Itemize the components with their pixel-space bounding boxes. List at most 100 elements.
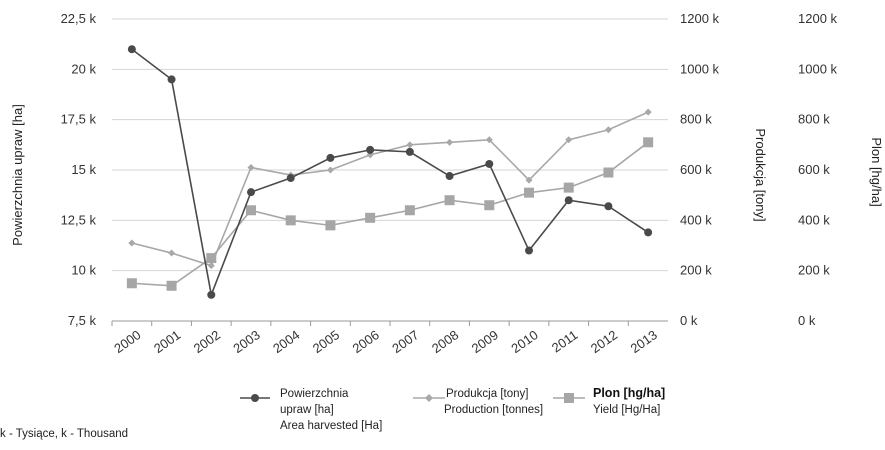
x-tick-label: 2010 (508, 327, 540, 356)
data-point-diamond (485, 136, 493, 144)
right-tick-label-production: 800 k (680, 112, 712, 127)
footnote: k - Tysiące, k - Thousand (0, 428, 129, 440)
data-point-diamond (604, 126, 612, 134)
legend-marker-circle (251, 394, 259, 402)
series-layer (126, 45, 654, 299)
x-tick-label: 2008 (429, 327, 461, 356)
right-tick-label-production: 1000 k (680, 61, 720, 76)
x-tick-label: 2004 (270, 327, 302, 356)
data-point-square (365, 212, 376, 223)
legend-marker-square (564, 393, 574, 403)
data-point-circle (286, 174, 295, 183)
series-square (126, 137, 654, 291)
data-point-square (404, 205, 415, 216)
left-tick-label: 20 k (71, 61, 96, 76)
legend-item-production: Produkcja [tony] Production [tonnes] (413, 388, 543, 416)
legend-label-area-2: upraw [ha] (280, 404, 334, 416)
data-point-diamond (168, 249, 176, 257)
legend-label-production-1: Produkcja [tony] (446, 388, 528, 400)
x-tick-label: 2013 (628, 327, 660, 356)
series-line (131, 48, 649, 298)
data-point-diamond (207, 262, 215, 270)
x-tick-label: 2005 (310, 327, 342, 356)
right-tick-label-yield: 1000 k (798, 61, 838, 76)
data-point-square (126, 278, 137, 289)
right-tick-label-production: 600 k (680, 162, 712, 177)
data-point-diamond (326, 166, 334, 174)
data-point-circle (644, 228, 653, 237)
data-point-diamond (128, 239, 136, 247)
data-point-square (246, 205, 256, 216)
data-point-circle (127, 45, 136, 54)
data-point-square (166, 280, 177, 291)
x-tick-label: 2003 (230, 327, 262, 356)
legend-item-area: Powierzchnia upraw [ha] Area harvested [… (240, 388, 382, 432)
right-tick-label-production: 200 k (680, 263, 712, 278)
data-point-square (444, 195, 455, 206)
right-axis-production-ticks: 0 k 200 k 400 k 600 k 800 k 1000 k 1200 k (680, 11, 720, 328)
left-tick-label: 15 k (71, 162, 96, 177)
left-axis-title: Powierzchnia upraw [ha] (10, 104, 25, 246)
right-axis-yield-title: Plon [hg/ha] (869, 137, 884, 206)
right-tick-label-yield: 0 k (798, 313, 816, 328)
x-tick-label: 2007 (389, 327, 421, 356)
data-point-circle (247, 188, 255, 197)
right-tick-label-production: 0 k (680, 313, 698, 328)
series-line (131, 141, 649, 287)
left-tick-label: 12,5 k (61, 212, 97, 227)
series-diamond (128, 108, 652, 270)
left-tick-label: 17,5 k (61, 112, 97, 127)
left-tick-label: 22,5 k (61, 11, 97, 26)
legend: Powierzchnia upraw [ha] Area harvested [… (240, 386, 665, 432)
data-point-circle (604, 202, 613, 211)
legend-marker-diamond (425, 394, 433, 402)
data-point-diamond (565, 136, 573, 144)
data-point-circle (445, 172, 454, 181)
data-point-square (563, 182, 574, 193)
data-point-circle (405, 147, 414, 156)
data-point-square (603, 167, 614, 178)
data-point-square (206, 253, 217, 264)
right-axis-yield-ticks: 0 k 200 k 400 k 600 k 800 k 1000 k 1200 k (798, 11, 838, 328)
legend-item-yield: Plon [hg/ha] Yield [Hg/Ha] (553, 386, 665, 416)
data-point-circle (326, 153, 335, 162)
right-tick-label-yield: 800 k (798, 112, 830, 127)
data-point-square (484, 200, 495, 211)
series-circle (127, 45, 653, 299)
x-tick-label: 2009 (469, 327, 501, 356)
x-tick-label: 2012 (588, 327, 620, 356)
legend-label-area-3: Area harvested [Ha] (280, 420, 382, 432)
legend-label-area-1: Powierzchnia (280, 388, 349, 400)
legend-label-production-2: Production [tonnes] (444, 404, 543, 416)
data-point-diamond (406, 141, 414, 149)
data-point-diamond (525, 176, 533, 184)
data-point-diamond (446, 138, 454, 146)
data-point-square (325, 220, 336, 231)
right-tick-label-production: 1200 k (680, 11, 720, 26)
data-point-circle (366, 145, 375, 154)
legend-label-yield-1: Plon [hg/ha] (593, 386, 665, 400)
right-tick-label-yield: 200 k (798, 263, 830, 278)
x-tick-label: 2002 (191, 327, 223, 356)
right-tick-label-yield: 400 k (798, 212, 830, 227)
x-tick-label: 2000 (111, 327, 143, 356)
left-tick-label: 7,5 k (68, 313, 97, 328)
x-axis-ticks: 2000 2001 2002 2003 2004 2005 2006 2007 2008 2009… (111, 321, 660, 356)
right-tick-label-yield: 1200 k (798, 11, 838, 26)
x-tick-label: 2006 (350, 327, 382, 356)
gridlines (112, 18, 668, 322)
data-point-circle (167, 75, 176, 84)
right-axis-production-title: Produkcja [tony] (753, 128, 768, 221)
left-tick-label: 10 k (71, 263, 96, 278)
data-point-circle (564, 196, 573, 205)
data-point-square (524, 187, 534, 198)
data-point-circle (525, 246, 533, 255)
right-tick-label-yield: 600 k (798, 162, 830, 177)
legend-label-yield-2: Yield [Hg/Ha] (593, 404, 660, 416)
x-tick-label: 2001 (151, 327, 183, 356)
x-tick-label: 2011 (549, 327, 581, 355)
data-point-circle (485, 159, 494, 168)
right-tick-label-production: 400 k (680, 212, 712, 227)
data-point-diamond (644, 108, 652, 116)
